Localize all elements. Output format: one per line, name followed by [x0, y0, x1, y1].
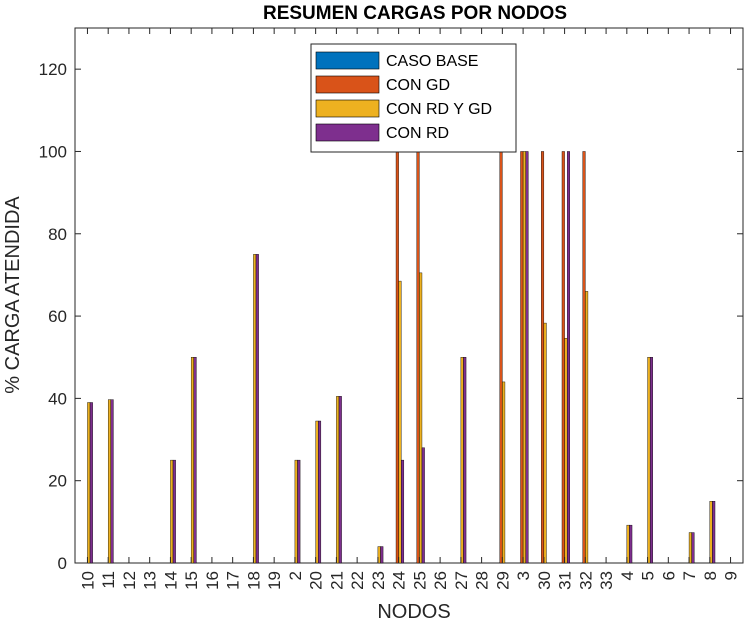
x-tick-label-33: 33 — [597, 571, 616, 590]
bar-24-series-2 — [395, 151, 399, 564]
bar-14-series-3 — [170, 459, 174, 564]
bar-14-series-4 — [172, 459, 176, 564]
x-tick-label-31: 31 — [556, 571, 575, 590]
y-tick-label-60: 60 — [48, 307, 67, 326]
x-tick-label-32: 32 — [576, 571, 595, 590]
bar-25-series-4 — [421, 447, 425, 564]
legend-swatch-2 — [315, 75, 380, 94]
bar-3-series-2 — [520, 151, 524, 564]
bar-29-series-3 — [502, 381, 506, 564]
legend-label-2: CON GD — [386, 77, 450, 94]
bar-5-series-4 — [649, 357, 653, 564]
x-tick-label-12: 12 — [120, 571, 139, 590]
x-tick-label-7: 7 — [680, 571, 699, 580]
legend-label-1: CASO BASE — [386, 53, 478, 70]
bar-25-series-2 — [416, 151, 420, 564]
x-tick-label-19: 19 — [265, 571, 284, 590]
bar-3-series-4 — [525, 151, 529, 564]
x-tick-label-22: 22 — [348, 571, 367, 590]
bar-10-series-3 — [87, 402, 91, 564]
x-tick-label-14: 14 — [161, 571, 180, 590]
bar-29-series-2 — [499, 151, 503, 564]
bar-10-series-4 — [89, 402, 93, 564]
bar-25-series-3 — [419, 272, 423, 564]
legend: CASO BASE CON GD CON RD Y GD CON RD — [310, 43, 517, 153]
bar-15-series-4 — [193, 357, 197, 564]
x-tick-label-25: 25 — [410, 571, 429, 590]
x-tick-label-27: 27 — [452, 571, 471, 590]
bar-21-series-3 — [336, 396, 340, 564]
x-tick-label-4: 4 — [618, 571, 637, 580]
bar-27-series-4 — [463, 357, 467, 564]
bar-2-series-4 — [297, 459, 301, 564]
x-tick-label-10: 10 — [78, 571, 97, 590]
y-tick-label-0: 0 — [58, 554, 67, 573]
y-tick-label-40: 40 — [48, 389, 67, 408]
bar-32-series-3 — [585, 291, 589, 564]
bar-31-series-2 — [561, 151, 565, 564]
x-tick-label-2: 2 — [286, 571, 305, 580]
x-tick-label-3: 3 — [514, 571, 533, 580]
x-tick-label-17: 17 — [224, 571, 243, 590]
x-tick-label-18: 18 — [244, 571, 263, 590]
chart-title: RESUMEN CARGAS POR NODOS — [263, 3, 567, 24]
x-tick-label-6: 6 — [659, 571, 678, 580]
y-tick-label-100: 100 — [39, 142, 67, 161]
x-tick-label-23: 23 — [369, 571, 388, 590]
bars-group — [87, 151, 716, 564]
y-axis-label: % CARGA ATENDIDA — [2, 196, 24, 394]
bar-11-series-3 — [107, 399, 111, 564]
y-tick-label-80: 80 — [48, 225, 67, 244]
bar-20-series-4 — [318, 420, 322, 564]
x-tick-label-21: 21 — [327, 571, 346, 590]
x-tick-label-16: 16 — [203, 571, 222, 590]
legend-label-3: CON RD Y GD — [386, 101, 492, 118]
x-tick-label-11: 11 — [99, 571, 118, 589]
x-tick-label-26: 26 — [431, 571, 450, 590]
bar-31-series-3 — [564, 338, 568, 564]
bar-4-series-4 — [629, 524, 633, 564]
x-tick-label-9: 9 — [722, 571, 741, 580]
x-tick-label-29: 29 — [493, 571, 512, 590]
x-tick-label-5: 5 — [639, 571, 658, 580]
legend-swatch-4 — [315, 123, 380, 142]
x-axis-label: NODOS — [377, 601, 450, 623]
bar-8-series-4 — [712, 501, 716, 564]
x-tick-label-30: 30 — [535, 571, 554, 590]
bar-20-series-3 — [315, 420, 319, 564]
legend-swatch-1 — [315, 51, 380, 70]
y-axis-ticks: 0 20 40 60 80 100 120 — [39, 60, 743, 573]
legend-label-4: CON RD — [386, 125, 449, 142]
bar-18-series-3 — [253, 254, 257, 564]
x-tick-label-24: 24 — [390, 571, 409, 590]
y-tick-label-20: 20 — [48, 472, 67, 491]
bar-23-series-4 — [380, 546, 384, 564]
bar-24-series-4 — [401, 459, 405, 564]
bar-27-series-3 — [460, 357, 464, 564]
bar-21-series-4 — [338, 396, 342, 564]
bar-18-series-4 — [255, 254, 259, 564]
bar-7-series-4 — [691, 532, 695, 564]
bar-24-series-3 — [398, 280, 402, 564]
x-axis-ticks: 10 11 12 13 14 15 16 17 18 19 2 20 21 22 23 24 25 26 27 28 2… — [78, 28, 741, 590]
y-tick-label-120: 120 — [39, 60, 67, 79]
bar-2-series-3 — [294, 459, 298, 564]
bar-15-series-3 — [190, 357, 194, 564]
bar-5-series-3 — [647, 357, 651, 564]
x-tick-label-20: 20 — [307, 571, 326, 590]
bar-31-series-4 — [566, 151, 570, 564]
bar-30-series-3 — [543, 322, 547, 564]
x-tick-label-15: 15 — [182, 571, 201, 590]
bar-30-series-2 — [541, 151, 545, 564]
bar-32-series-2 — [582, 151, 586, 564]
legend-swatch-3 — [315, 99, 380, 118]
x-tick-label-28: 28 — [473, 571, 492, 590]
x-tick-label-8: 8 — [701, 571, 720, 580]
x-tick-label-13: 13 — [141, 571, 160, 590]
bar-8-series-3 — [709, 501, 713, 564]
bar-11-series-4 — [110, 399, 114, 564]
bar-3-series-3 — [522, 151, 526, 564]
